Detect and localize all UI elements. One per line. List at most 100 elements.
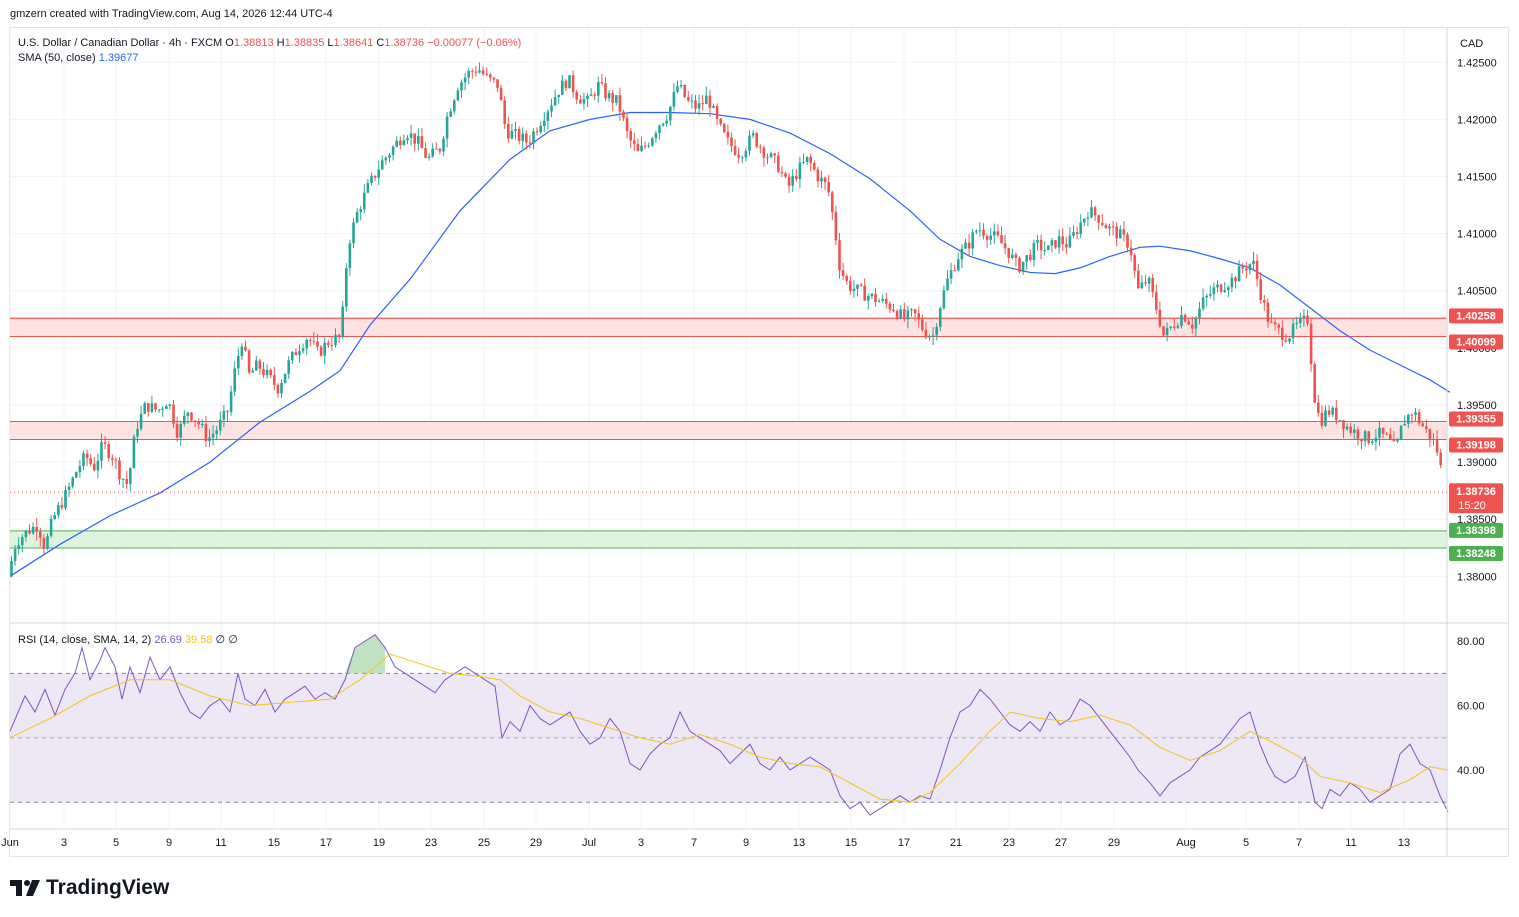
candle-body — [1403, 423, 1406, 426]
close-value: 1.38736 — [384, 37, 425, 49]
candle-body — [118, 460, 121, 480]
candle-body — [319, 346, 323, 356]
candle-body — [978, 230, 982, 232]
candle-body — [168, 404, 172, 407]
candle-body — [1295, 322, 1298, 324]
zone-price-label-text: 1.38398 — [1456, 525, 1496, 537]
candle-body — [424, 148, 427, 158]
currency-button[interactable]: CAD — [1460, 38, 1484, 50]
candle-body — [1075, 232, 1079, 235]
candle-body — [1259, 279, 1262, 300]
candle-body — [1241, 266, 1244, 269]
candle-body — [1367, 431, 1370, 444]
candle-body — [1097, 215, 1100, 223]
candle-body — [1057, 236, 1061, 248]
candle-body — [1363, 431, 1367, 442]
candle-body — [373, 175, 377, 178]
candle-body — [759, 146, 762, 148]
candle-body — [780, 171, 784, 174]
price-tick-label: 1.38000 — [1457, 571, 1497, 583]
candle-body — [705, 95, 708, 104]
candle-body — [1414, 412, 1417, 415]
candle-body — [35, 526, 38, 532]
candle-body — [1302, 315, 1306, 318]
candle-body — [215, 430, 218, 434]
candle-body — [1371, 441, 1374, 444]
candle-body — [1223, 290, 1226, 292]
candle-body — [665, 120, 668, 124]
candle-body — [1439, 452, 1442, 466]
candle-body — [651, 138, 654, 146]
rsi-legend[interactable]: RSI (14, close, SMA, 14, 2) 26.69 39.58 … — [18, 633, 238, 646]
sma-series — [9, 111, 1451, 577]
candle-body — [471, 70, 474, 72]
candle-body — [989, 235, 992, 240]
price-tick-label: 1.40500 — [1457, 286, 1497, 298]
candle-body — [1079, 222, 1082, 235]
candle-body — [654, 133, 658, 139]
candle-body — [719, 118, 722, 125]
candle-body — [1000, 235, 1003, 244]
candle-body — [1140, 282, 1144, 289]
candle-body — [831, 192, 834, 213]
candle-body — [1129, 247, 1133, 256]
candle-body — [413, 133, 416, 144]
candle-body — [777, 155, 780, 172]
candle-body — [485, 73, 488, 75]
rsi-value: 26.69 — [154, 634, 182, 646]
candle-body — [701, 103, 704, 105]
candle-body — [1137, 270, 1140, 289]
candle-body — [859, 284, 863, 286]
time-tick-label: 9 — [743, 837, 749, 849]
candle-body — [985, 236, 989, 240]
candle-body — [910, 309, 913, 311]
candle-body — [1288, 338, 1291, 342]
sma-legend[interactable]: SMA (50, close) 1.39677 — [18, 52, 138, 64]
candle-body — [1248, 264, 1252, 271]
candle-body — [406, 137, 409, 141]
candle-body — [157, 409, 161, 411]
candle-body — [240, 346, 244, 356]
candle-body — [67, 486, 71, 490]
candle-body — [640, 145, 643, 152]
candle-body — [276, 384, 280, 394]
candle-body — [1432, 438, 1435, 440]
candle-body — [409, 133, 413, 138]
sma-label: SMA (50, close) — [18, 52, 96, 64]
candle-body — [388, 155, 391, 158]
candle-body — [816, 169, 820, 182]
candle-body — [1299, 317, 1302, 323]
candle-body — [658, 125, 661, 134]
candle-body — [802, 161, 805, 163]
candle-body — [975, 231, 978, 233]
candle-body — [982, 230, 985, 237]
candle-body — [316, 341, 319, 347]
candle-body — [852, 288, 856, 291]
candle-body — [1104, 225, 1108, 229]
candle-body — [57, 505, 60, 516]
candle-body — [481, 70, 485, 74]
candle-body — [147, 403, 150, 412]
candle-body — [197, 421, 200, 425]
symbol-name: U.S. Dollar / Canadian Dollar · 4h · FXC… — [18, 37, 223, 49]
candle-body — [1014, 254, 1018, 259]
candle-body — [1284, 339, 1288, 342]
candle-body — [625, 117, 629, 131]
candle-body — [211, 433, 215, 438]
credit-text: gmzern created with TradingView.com, Aug… — [10, 8, 333, 20]
candle-body — [1338, 420, 1342, 422]
candle-body — [960, 248, 964, 260]
zone-price-label: 1.38248 — [1449, 545, 1503, 561]
symbol-legend[interactable]: U.S. Dollar / Canadian Dollar · 4h · FXC… — [18, 35, 521, 52]
candle-body — [359, 209, 362, 213]
candle-body — [93, 463, 96, 471]
candle-body — [964, 242, 967, 249]
candle-body — [60, 505, 64, 508]
rsi-ma-line — [9, 653, 1449, 803]
candle-body — [21, 537, 24, 546]
candle-body — [132, 436, 136, 469]
rsi-band — [10, 672, 1447, 803]
candle-body — [449, 111, 452, 117]
candle-body — [561, 80, 564, 95]
